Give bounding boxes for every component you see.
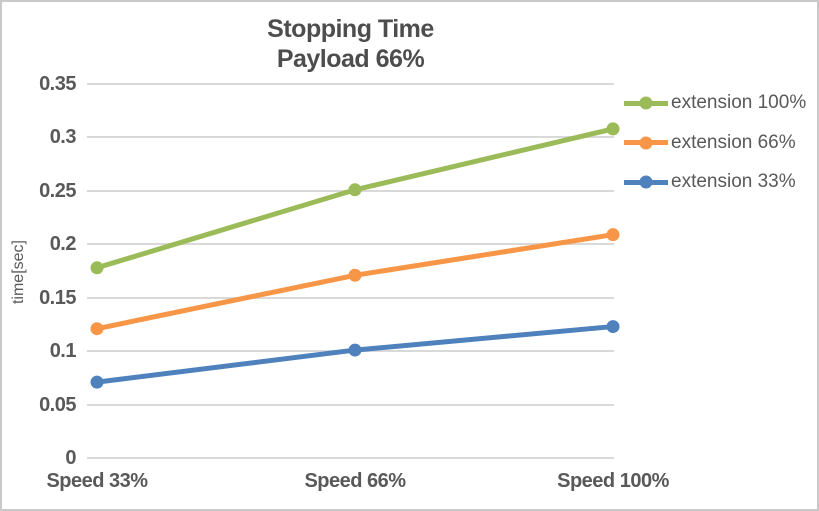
legend-item: extension 100% (624, 92, 806, 114)
legend-item-label: extension 100% (671, 92, 807, 113)
data-point-extension-33 (606, 320, 620, 334)
legend-item: extension 33% (624, 171, 796, 193)
legend-line-marker-icon (624, 175, 668, 189)
y-tick-label: 0.1 (49, 340, 77, 363)
gridline (87, 457, 614, 459)
gridline (87, 243, 614, 246)
data-point-extension-66 (348, 268, 362, 282)
gridline (87, 403, 614, 406)
data-point-extension-33 (90, 375, 104, 389)
legend-dot-icon (639, 175, 653, 189)
x-tick-label: Speed 66% (304, 470, 406, 492)
legend-item-label: extension 33% (671, 171, 796, 192)
y-tick-label: 0.35 (39, 73, 76, 95)
legend-item-label: extension 66% (671, 131, 796, 153)
data-point-extension-100 (606, 122, 620, 136)
x-tick-label: Speed 33% (46, 470, 148, 492)
gridline (87, 136, 614, 139)
y-tick-label: 0.25 (39, 179, 76, 202)
chart-title-line2: Payload 66% (276, 45, 425, 73)
y-tick-label: 0.2 (49, 233, 77, 256)
legend-line-marker-icon (624, 136, 668, 149)
y-tick-label: 0.05 (39, 393, 76, 416)
y-tick-label: 0.15 (39, 286, 76, 309)
legend-line-marker-icon (624, 96, 668, 110)
legend-dot-icon (639, 96, 653, 110)
gridline (87, 296, 614, 299)
chart-title-line1: Stopping Time (267, 15, 434, 43)
x-tick-label: Speed 100% (557, 470, 669, 492)
data-point-extension-33 (348, 343, 362, 357)
data-point-extension-100 (348, 183, 362, 197)
chart-title: Stopping Time Payload 66% (87, 14, 614, 74)
y-tick-label: 0 (65, 447, 76, 469)
data-point-extension-100 (90, 261, 104, 275)
y-tick-label: 0.3 (49, 126, 77, 149)
legend-dot-icon (639, 136, 653, 149)
gridline (87, 83, 614, 85)
legend-item: extension 66% (624, 132, 796, 154)
data-point-extension-66 (90, 322, 104, 336)
data-point-extension-66 (606, 228, 620, 242)
